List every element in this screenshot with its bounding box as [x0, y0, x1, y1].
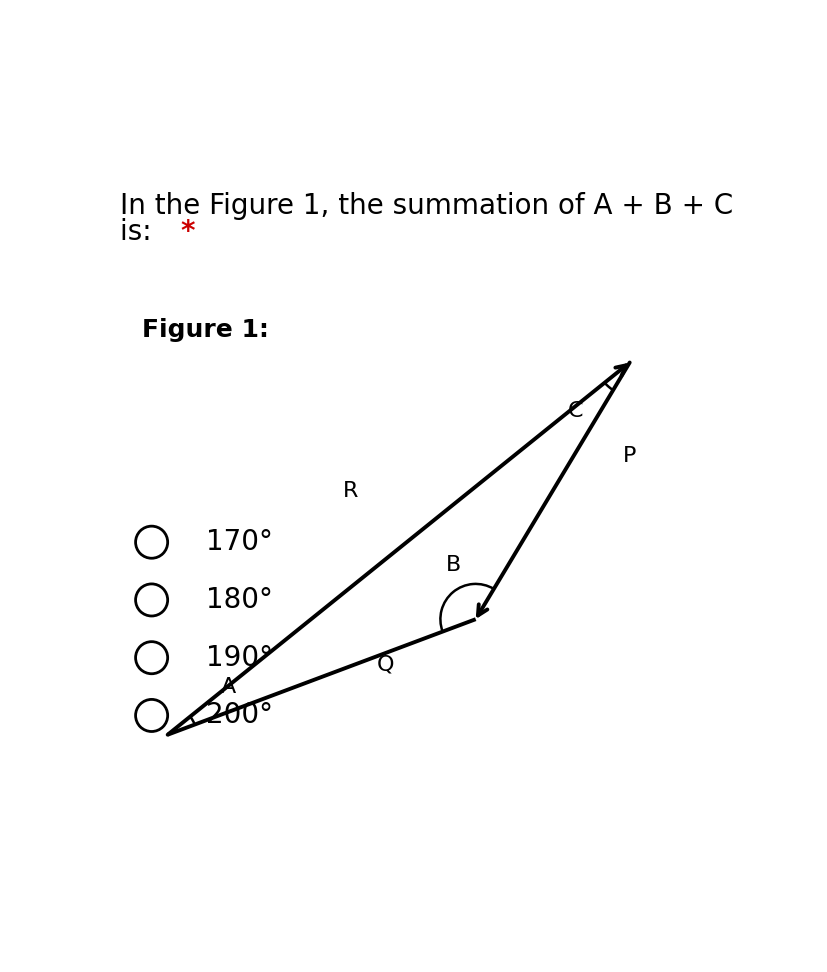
Text: Figure 1:: Figure 1:: [142, 318, 269, 341]
Text: 190°: 190°: [206, 643, 273, 672]
Text: C: C: [566, 400, 582, 421]
Text: Q: Q: [376, 654, 394, 675]
Text: 180°: 180°: [206, 586, 273, 614]
Text: A: A: [221, 677, 236, 697]
Text: 170°: 170°: [206, 528, 273, 556]
Text: R: R: [342, 481, 358, 501]
Text: *: *: [180, 218, 195, 246]
Text: B: B: [445, 555, 461, 574]
Text: P: P: [622, 445, 636, 466]
Text: 200°: 200°: [206, 702, 273, 729]
Text: In the Figure 1, the summation of A + B + C: In the Figure 1, the summation of A + B …: [119, 192, 732, 221]
Text: is:: is:: [119, 218, 160, 246]
